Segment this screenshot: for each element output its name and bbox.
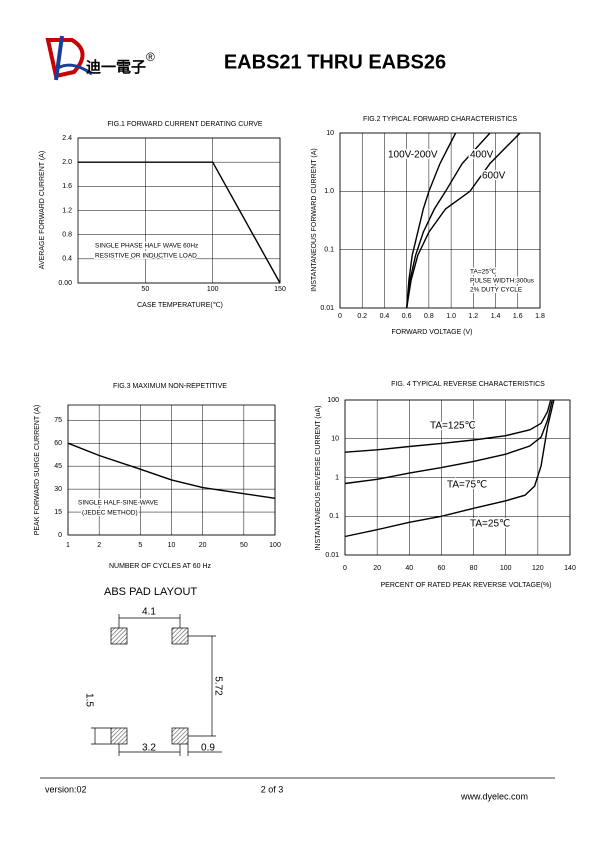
y-tick-label: 1.2 [62,207,72,214]
series-line [344,399,552,453]
y-tick-label: 60 [54,440,62,447]
chart-title: FIG. 4 TYPICAL REVERSE CHARACTERISTICS [391,381,545,388]
x-tick-label: 120 [532,565,544,572]
website: www.dyelec.com [460,791,528,801]
x-axis-label: CASE TEMPERATURE(℃) [137,302,223,309]
dimension: 4.1 [142,607,156,618]
curve-label: TA=25℃ [470,519,510,530]
curve-label: 100V-200V [388,150,438,161]
x-axis-label: NUMBER OF CYCLES AT 60 Hz [109,563,212,570]
dimension: 5.72 [212,676,223,696]
annotation: TA=25℃ [470,268,496,276]
annotation: 2% DUTY CYCLE [470,287,523,294]
x-tick-label: 0.4 [380,313,390,320]
y-tick-label: 0.00 [58,280,72,287]
x-tick-label: 140 [564,565,576,572]
annotation: RESISTIVE OR INDUCTIVE LOAD [95,253,197,260]
y-tick-label: 30 [54,486,62,493]
series-line [344,399,553,485]
chart-title: FIG.2 TYPICAL FORWARD CHARACTERISTICS [363,116,517,123]
x-tick-label: 1.2 [468,313,478,320]
y-axis-label: INSTANTANEOUS FORWARD CURRENT (A) [311,148,318,292]
x-tick-label: 1.4 [491,313,501,320]
x-axis-label: PERCENT OF RATED PEAK REVERSE VOLTAGE(%) [380,582,551,589]
series-line [344,399,555,538]
x-tick-label: 1.0 [446,313,456,320]
y-tick-label: 75 [54,417,62,424]
x-tick-label: 0 [343,565,347,572]
version: version:02 [45,784,87,794]
series-line [78,161,281,284]
y-tick-label: 15 [54,509,62,516]
x-tick-label: 80 [470,565,478,572]
annotation: PULSE WIDTH:300us [470,278,535,285]
y-tick-label: 0.8 [62,232,72,239]
registered-mark: ® [146,50,155,64]
x-tick-label: 0.2 [357,313,367,320]
logo [45,35,93,81]
x-tick-label: 2 [97,542,101,549]
x-tick-label: 0.8 [424,313,434,320]
x-tick-label: 0 [338,313,342,320]
y-tick-label: 0.1 [324,247,334,254]
y-axis-label: AVERAGE FORWARD CURRENT (A) [39,151,46,269]
dimension: 3.2 [142,743,156,754]
chart-title: FIG.1 FORWARD CURRENT DERATING CURVE [107,121,263,128]
y-tick-label: 100 [327,397,339,404]
annotation: (JEDEC METHOD) [82,510,138,517]
x-tick-label: 60 [438,565,446,572]
curve-label: TA=125℃ [430,421,476,432]
y-tick-label: 45 [54,463,62,470]
curve-label: 600V [482,171,506,182]
x-tick-label: 5 [138,542,142,549]
y-tick-label: 2.4 [62,135,72,142]
y-tick-label: 0.01 [325,552,339,559]
series-line [406,132,521,309]
x-tick-label: 100 [269,542,281,549]
y-tick-label: 0.01 [320,305,334,312]
series-line [67,442,276,499]
y-tick-label: 0.1 [329,513,339,520]
y-tick-label: 1.6 [62,183,72,190]
dimension: 1.5 [83,693,94,707]
y-tick-label: 0.4 [62,256,72,263]
x-tick-label: 40 [405,565,413,572]
y-tick-label: 2.0 [62,159,72,166]
y-tick-label: 1.0 [324,188,334,195]
x-tick-label: 20 [373,565,381,572]
brand: 迪一電子 [86,58,146,76]
pad-layout [91,614,222,756]
x-tick-label: 150 [274,286,286,293]
x-tick-label: 100 [500,565,512,572]
series-line [406,132,491,309]
chart-title: FIG.3 MAXIMUM NON-REPETITIVE [113,383,227,390]
y-tick-label: 10 [331,436,339,443]
annotation: SINGLE HALF-SINE-WAVE [78,500,159,507]
x-tick-label: 1.8 [535,313,545,320]
curve-label: 400V [470,150,494,161]
x-tick-label: 1.6 [513,313,523,320]
x-tick-label: 0.6 [402,313,412,320]
y-tick-label: 0 [58,532,62,539]
y-tick-label: 10 [326,130,334,137]
x-tick-label: 100 [207,286,219,293]
annotation: SINGLE PHASE HALF WAVE 60Hz [95,243,198,250]
pad-layout-title: ABS PAD LAYOUT [104,586,197,598]
x-tick-label: 50 [141,286,149,293]
x-tick-label: 50 [240,542,248,549]
curve-label: TA=75℃ [447,480,487,491]
x-tick-label: 10 [168,542,176,549]
y-axis-label: PEAK FORWARD SURGE CURRENT (A) [34,405,41,536]
document-title: EABS21 THRU EABS26 [224,51,446,73]
y-tick-label: 1 [335,474,339,481]
page-number: 2 of 3 [261,784,284,794]
dimension: 0.9 [201,743,215,754]
y-axis-label: INSTANTANEOUS REVERSE CURRENT (uA) [315,405,322,550]
x-axis-label: FORWARD VOLTAGE (V) [391,329,472,336]
series-line [406,132,457,309]
x-tick-label: 20 [199,542,207,549]
x-tick-label: 1 [66,542,70,549]
